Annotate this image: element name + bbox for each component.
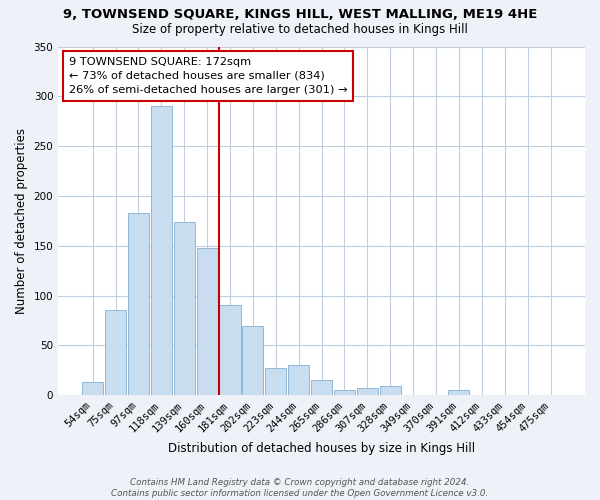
Bar [448, 390, 469, 395]
Bar [82, 382, 103, 395]
X-axis label: Distribution of detached houses by size in Kings Hill: Distribution of detached houses by size … [168, 442, 475, 455]
Text: 9, TOWNSEND SQUARE, KINGS HILL, WEST MALLING, ME19 4HE: 9, TOWNSEND SQUARE, KINGS HILL, WEST MAL… [63, 8, 537, 20]
Bar [288, 366, 309, 395]
Bar [311, 380, 332, 395]
Bar [197, 248, 218, 395]
Bar [173, 222, 195, 395]
Text: Size of property relative to detached houses in Kings Hill: Size of property relative to detached ho… [132, 22, 468, 36]
Bar [242, 326, 263, 395]
Bar [380, 386, 401, 395]
Text: 9 TOWNSEND SQUARE: 172sqm
← 73% of detached houses are smaller (834)
26% of semi: 9 TOWNSEND SQUARE: 172sqm ← 73% of detac… [69, 57, 347, 95]
Bar [105, 310, 126, 395]
Text: Contains HM Land Registry data © Crown copyright and database right 2024.
Contai: Contains HM Land Registry data © Crown c… [112, 478, 488, 498]
Bar [334, 390, 355, 395]
Bar [128, 213, 149, 395]
Y-axis label: Number of detached properties: Number of detached properties [15, 128, 28, 314]
Bar [151, 106, 172, 395]
Bar [357, 388, 378, 395]
Bar [220, 304, 241, 395]
Bar [265, 368, 286, 395]
